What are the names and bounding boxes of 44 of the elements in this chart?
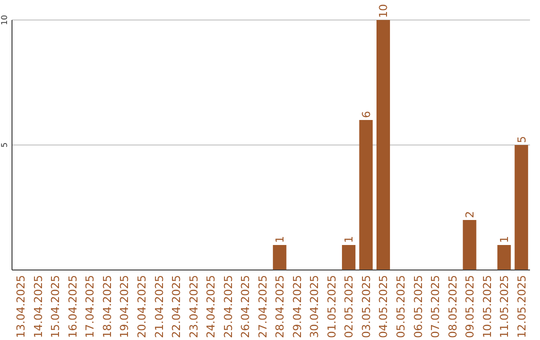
x-tick-label: 06.05.2025	[412, 275, 425, 338]
data-label: 5	[515, 136, 528, 143]
x-tick-label: 29.04.2025	[290, 275, 304, 338]
bar	[376, 20, 390, 270]
x-tick-label: 17.04.2025	[84, 275, 97, 338]
bar	[272, 245, 286, 270]
bar	[359, 120, 373, 270]
x-tick-label: 05.05.2025	[394, 275, 408, 338]
x-tick-label: 14.04.2025	[32, 275, 45, 338]
x-tick-label: 04.05.2025	[377, 275, 390, 338]
x-tick-label: 13.04.2025	[14, 275, 28, 338]
data-label: 6	[360, 111, 373, 118]
x-tick-label: 27.04.2025	[256, 275, 270, 338]
bar	[342, 245, 356, 270]
x-tick-label: 11.05.2025	[498, 275, 512, 338]
x-tick-label: 26.04.2025	[239, 275, 252, 338]
data-label: 2	[464, 211, 477, 218]
x-tick-label: 23.04.2025	[187, 275, 200, 338]
x-tick-label: 02.05.2025	[342, 275, 356, 338]
x-tick-label: 09.05.2025	[464, 275, 477, 338]
x-tick-label: 16.04.2025	[66, 275, 80, 338]
x-tick-label: 21.04.2025	[152, 275, 166, 338]
x-tick-label: 20.04.2025	[136, 275, 148, 338]
x-tick-label: 25.04.2025	[222, 275, 235, 338]
data-label: 1	[274, 236, 287, 243]
data-label: 10	[377, 4, 390, 18]
x-tick-label: 22.04.2025	[170, 275, 184, 338]
x-tick-label: 30.04.2025	[308, 275, 322, 338]
x-tick-label: 07.05.2025	[429, 275, 442, 338]
x-tick-label: 08.05.2025	[446, 275, 460, 338]
data-label: 1	[342, 236, 356, 243]
bar	[497, 245, 511, 270]
bar	[462, 220, 476, 270]
data-label: 1	[498, 236, 512, 243]
x-tick-label: 28.04.2025	[274, 275, 287, 338]
bar	[514, 145, 528, 270]
x-tick-label: 10.05.2025	[480, 275, 494, 338]
x-tick-label: 12.05.2025	[515, 275, 528, 338]
x-tick-label: 24.04.2025	[204, 275, 218, 338]
x-tick-label: 03.05.2025	[360, 275, 373, 338]
x-tick-label: 19.04.2025	[118, 275, 132, 338]
x-tick-label: 15.04.2025	[49, 275, 62, 338]
x-tick-label: 18.04.2025	[100, 275, 114, 338]
x-tick-label: 01.05.2025	[325, 275, 338, 338]
